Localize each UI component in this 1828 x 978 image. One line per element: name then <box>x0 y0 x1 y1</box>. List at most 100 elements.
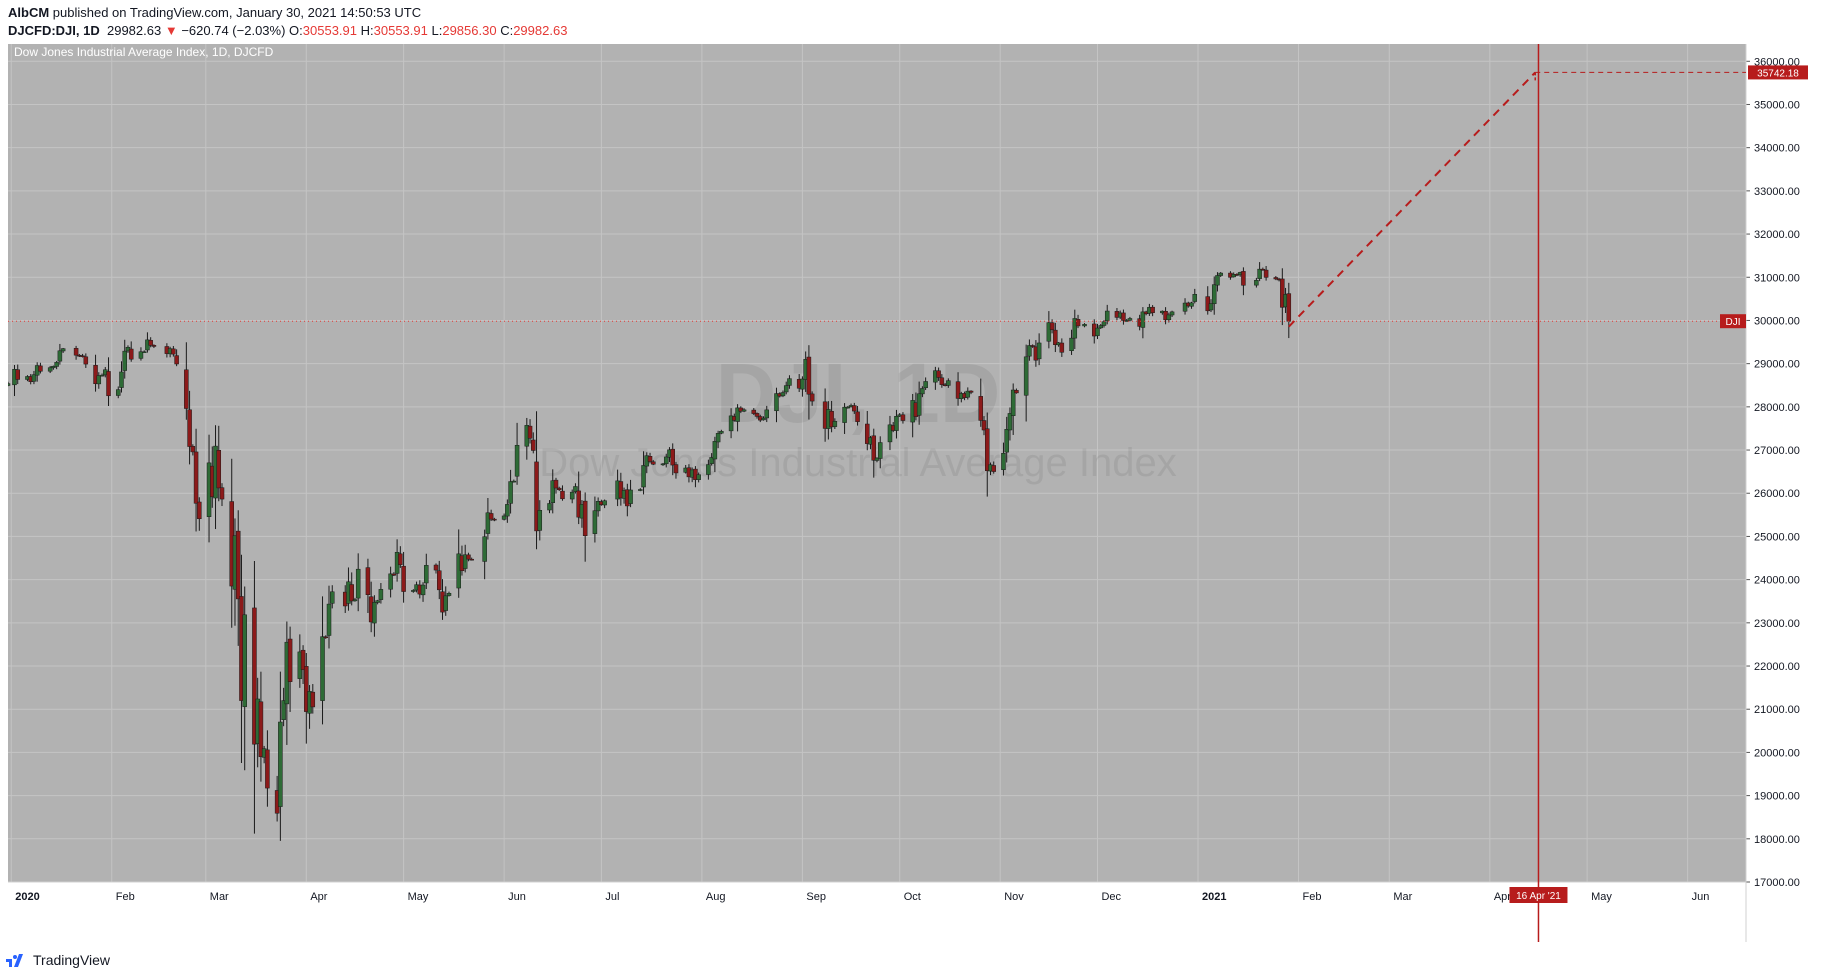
candle-down[interactable] <box>673 464 679 474</box>
candle-down[interactable] <box>310 691 316 708</box>
candle-up[interactable] <box>602 500 607 506</box>
candle-up[interactable] <box>60 348 66 352</box>
candle-down[interactable] <box>148 340 153 346</box>
candle-up[interactable] <box>122 350 127 371</box>
candle-up[interactable] <box>1192 294 1198 302</box>
candle-down[interactable] <box>174 355 179 365</box>
projection-line[interactable] <box>1288 71 1536 328</box>
candle-up[interactable] <box>874 457 880 461</box>
candle-up[interactable] <box>1215 275 1220 286</box>
candle-up[interactable] <box>1036 342 1042 360</box>
candle-down[interactable] <box>871 435 877 461</box>
candle-down[interactable] <box>265 749 270 789</box>
candle-up[interactable] <box>482 536 487 562</box>
candle-up[interactable] <box>728 415 734 432</box>
symbol-name[interactable]: DJCFD:DJI, 1D <box>8 23 100 38</box>
candle-down[interactable] <box>1030 345 1035 347</box>
candle-up[interactable] <box>505 504 510 517</box>
candle-up[interactable] <box>1182 302 1188 312</box>
candle-down[interactable] <box>1280 278 1285 308</box>
candle-down[interactable] <box>216 450 222 489</box>
candle-up[interactable] <box>845 406 851 409</box>
candle-down[interactable] <box>235 530 241 600</box>
candle-down[interactable] <box>955 381 961 399</box>
candle-up[interactable] <box>1104 310 1110 322</box>
candle-down[interactable] <box>80 355 85 358</box>
candle-up[interactable] <box>696 474 701 480</box>
candle-down[interactable] <box>751 409 757 414</box>
candle-up[interactable] <box>783 385 789 393</box>
candle-up[interactable] <box>508 481 513 504</box>
candle-up[interactable] <box>462 554 468 569</box>
candle-down[interactable] <box>258 701 264 758</box>
candle-down[interactable] <box>193 451 199 504</box>
candle-up[interactable] <box>1095 327 1100 336</box>
candle-up[interactable] <box>1098 325 1103 329</box>
candle-up[interactable] <box>1166 314 1172 321</box>
candle-down[interactable] <box>252 607 257 745</box>
candle-down[interactable] <box>1273 277 1279 280</box>
candle-up[interactable] <box>715 433 721 443</box>
candle-down[interactable] <box>466 554 471 560</box>
candle-up[interactable] <box>96 375 102 385</box>
candle-up[interactable] <box>47 367 53 372</box>
candle-down[interactable] <box>488 513 494 520</box>
candle-up[interactable] <box>1007 413 1013 431</box>
candle-up[interactable] <box>842 406 847 423</box>
candle-up[interactable] <box>1010 389 1016 417</box>
candle-down[interactable] <box>391 573 397 576</box>
candle-down[interactable] <box>398 553 403 565</box>
candle-up[interactable] <box>735 407 740 422</box>
candle-up[interactable] <box>1027 345 1032 357</box>
candle-down[interactable] <box>670 448 675 466</box>
candle-down[interactable] <box>900 414 906 421</box>
candle-up[interactable] <box>115 389 121 396</box>
candle-up[interactable] <box>242 614 247 707</box>
candle-up[interactable] <box>352 599 358 602</box>
candle-down[interactable] <box>197 501 202 520</box>
candle-up[interactable] <box>920 388 925 395</box>
candle-up[interactable] <box>877 442 883 459</box>
candle-down[interactable] <box>151 345 157 347</box>
candle-down[interactable] <box>647 456 653 462</box>
candle-up[interactable] <box>119 371 124 388</box>
candle-down[interactable] <box>806 356 812 395</box>
candle-down[interactable] <box>83 356 89 365</box>
candle-up[interactable] <box>706 464 711 475</box>
candle-up[interactable] <box>375 600 380 603</box>
footer-brand[interactable]: TradingView <box>33 952 111 968</box>
candle-up[interactable] <box>946 380 951 386</box>
candle-down[interactable] <box>1121 312 1126 321</box>
candle-down[interactable] <box>300 649 306 670</box>
candle-down[interactable] <box>1059 342 1065 353</box>
candle-up[interactable] <box>1211 284 1217 305</box>
candle-up[interactable] <box>569 491 575 500</box>
candle-down[interactable] <box>15 369 20 380</box>
candle-up[interactable] <box>537 510 543 531</box>
candle-up[interactable] <box>764 409 770 419</box>
author-name[interactable]: AlbCM <box>8 5 50 20</box>
candle-up[interactable] <box>832 421 838 427</box>
candle-down[interactable] <box>693 468 698 480</box>
candle-up[interactable] <box>660 463 666 466</box>
candle-up[interactable] <box>1004 429 1009 453</box>
candle-down[interactable] <box>939 377 945 385</box>
candle-down[interactable] <box>531 439 536 451</box>
candle-up[interactable] <box>663 456 669 465</box>
candle-down[interactable] <box>38 365 43 372</box>
candle-up[interactable] <box>1169 311 1175 316</box>
candle-down[interactable] <box>171 348 176 355</box>
candle-down[interactable] <box>981 420 987 431</box>
candle-up[interactable] <box>1001 453 1006 470</box>
candle-down[interactable] <box>287 638 293 682</box>
candle-up[interactable] <box>1218 272 1223 276</box>
candle-up[interactable] <box>1231 274 1236 278</box>
candle-down[interactable] <box>829 411 834 428</box>
candle-down[interactable] <box>754 413 760 417</box>
candle-down[interactable] <box>365 567 371 595</box>
candle-down[interactable] <box>936 370 941 378</box>
candle-up[interactable] <box>638 489 643 491</box>
candle-up[interactable] <box>388 573 393 590</box>
candle-up[interactable] <box>712 441 718 460</box>
candle-down[interactable] <box>1286 293 1292 322</box>
